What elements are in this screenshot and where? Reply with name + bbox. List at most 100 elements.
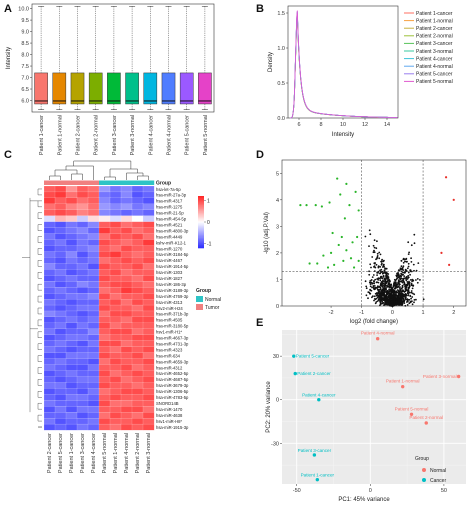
volcano-point-ns (400, 259, 403, 262)
heat-cell-20-8 (131, 304, 144, 312)
scale-step-22 (198, 224, 204, 227)
box-0 (34, 72, 48, 105)
pca-legend-title: Group (415, 456, 429, 462)
volcano-point-ns (406, 299, 409, 302)
volcano-point-ns (369, 233, 372, 236)
volcano-point-ns (380, 275, 383, 278)
volcano-point-ns (379, 288, 382, 291)
volcano-point-ns (415, 269, 418, 272)
heat-cell-1-8 (131, 191, 144, 199)
volcano-point-ns (400, 272, 402, 275)
heat-cell-21-5 (98, 310, 111, 318)
heat-cell-8-2 (65, 233, 78, 240)
volcano-point-ns (404, 293, 406, 296)
heat-cell-6-6 (109, 221, 122, 228)
heat-cell-39-6 (109, 418, 122, 425)
gene-label-29: hsa-miR-4659-3p (156, 359, 189, 364)
volcano-point-ns (368, 281, 371, 284)
volcano-point-ns (378, 257, 381, 260)
heat-cell-6-2 (65, 221, 78, 228)
volcano-point-ns (393, 294, 395, 297)
heat-cell-11-5 (98, 251, 111, 258)
volcano-point-ns (409, 295, 412, 298)
volcano-point-ns (377, 294, 380, 297)
volcano-point-ns (399, 298, 402, 301)
volcano-point-ns (390, 303, 393, 306)
heatmap-group-legend-title: Group (196, 288, 211, 294)
volcano-point-ns (376, 252, 379, 255)
panel-e-ytick-label-2: 30 (273, 354, 279, 360)
volcano-point-down-23 (326, 266, 330, 269)
volcano-point-ns (407, 289, 410, 292)
scale-tick-label-1: 0 (207, 220, 210, 226)
group-bar-cell-7 (121, 180, 133, 185)
volcano-point-ns (369, 283, 372, 285)
heat-cell-26-6 (109, 340, 122, 347)
heat-cell-7-2 (65, 227, 78, 234)
panel-a-xtick-label-1: Patient 1-normal (57, 115, 63, 155)
panel-e-xtick-label-0: -50 (293, 488, 301, 494)
volcano-point-ns (402, 273, 404, 276)
heat-cell-13-9 (142, 263, 155, 270)
heat-cell-35-2 (65, 394, 78, 401)
heat-cell-19-0 (43, 298, 56, 306)
volcano-point-ns (372, 244, 375, 247)
heat-cell-12-4 (87, 257, 100, 264)
pca-point-5 (317, 398, 321, 402)
group-bar-cell-9 (143, 180, 155, 185)
heat-cell-5-2 (65, 215, 78, 222)
volcano-point-ns (381, 280, 384, 283)
heat-cell-15-0 (43, 275, 56, 282)
heat-cell-32-7 (120, 376, 133, 383)
heat-cell-0-6 (109, 185, 122, 193)
heat-cell-8-7 (120, 233, 133, 240)
heat-cell-4-5 (98, 209, 111, 217)
volcano-point-ns (374, 292, 377, 295)
heat-cell-37-2 (65, 406, 78, 413)
volcano-point-ns (400, 265, 403, 268)
volcano-point-ns (401, 281, 404, 284)
heat-cell-38-8 (131, 412, 144, 419)
volcano-point-ns (399, 267, 402, 270)
gene-label-26: hsa-miR-4731-3p (156, 341, 189, 346)
heat-cell-14-9 (142, 269, 155, 276)
heat-cell-23-1 (54, 322, 67, 330)
volcano-point-ns (413, 301, 415, 304)
scale-step-7 (198, 205, 204, 207)
volcano-point-ns (402, 261, 405, 264)
heat-cell-37-1 (54, 406, 67, 413)
heat-cell-34-3 (76, 388, 89, 395)
heat-cell-23-4 (87, 322, 100, 330)
panel-a-ylabel: Intensity (6, 47, 12, 69)
box-5 (125, 72, 139, 105)
heat-cell-28-0 (43, 352, 56, 359)
heat-cell-7-8 (131, 227, 144, 234)
volcano-point-ns (391, 288, 393, 290)
panel-a-ytick-label-5: 8.5 (21, 41, 29, 47)
volcano-point-down-17 (308, 262, 311, 265)
gene-label-24: hsv1-miR-H1* (156, 330, 182, 335)
heat-cell-35-4 (87, 394, 100, 401)
heat-cell-35-5 (98, 394, 111, 401)
heat-cell-39-0 (43, 418, 56, 425)
scale-step-6 (198, 203, 204, 206)
panel-a-ytick-label-1: 6.5 (21, 87, 29, 93)
heat-cell-38-2 (65, 412, 78, 419)
box-4 (107, 72, 121, 105)
heat-cell-40-5 (98, 423, 111, 431)
pca-point-label-9: Patient 1-cancer (301, 473, 335, 478)
heat-cell-21-8 (131, 310, 144, 318)
panel-d-ytick-label-1: 1 (276, 277, 279, 283)
volcano-point-up-0 (444, 176, 448, 179)
volcano-point-ns (386, 278, 389, 280)
volcano-point-ns (371, 286, 373, 289)
volcano-point-ns (402, 300, 405, 303)
volcano-point-ns (395, 281, 397, 284)
heat-cell-29-8 (131, 358, 144, 365)
panel-b-xtick-label-0: 6 (297, 122, 300, 128)
volcano-point-ns (376, 257, 378, 260)
gene-label-19: hsa-miR-4313 (156, 300, 183, 305)
volcano-point-ns (393, 282, 395, 285)
heat-cell-10-9 (142, 245, 155, 252)
volcano-point-ns (400, 292, 403, 295)
